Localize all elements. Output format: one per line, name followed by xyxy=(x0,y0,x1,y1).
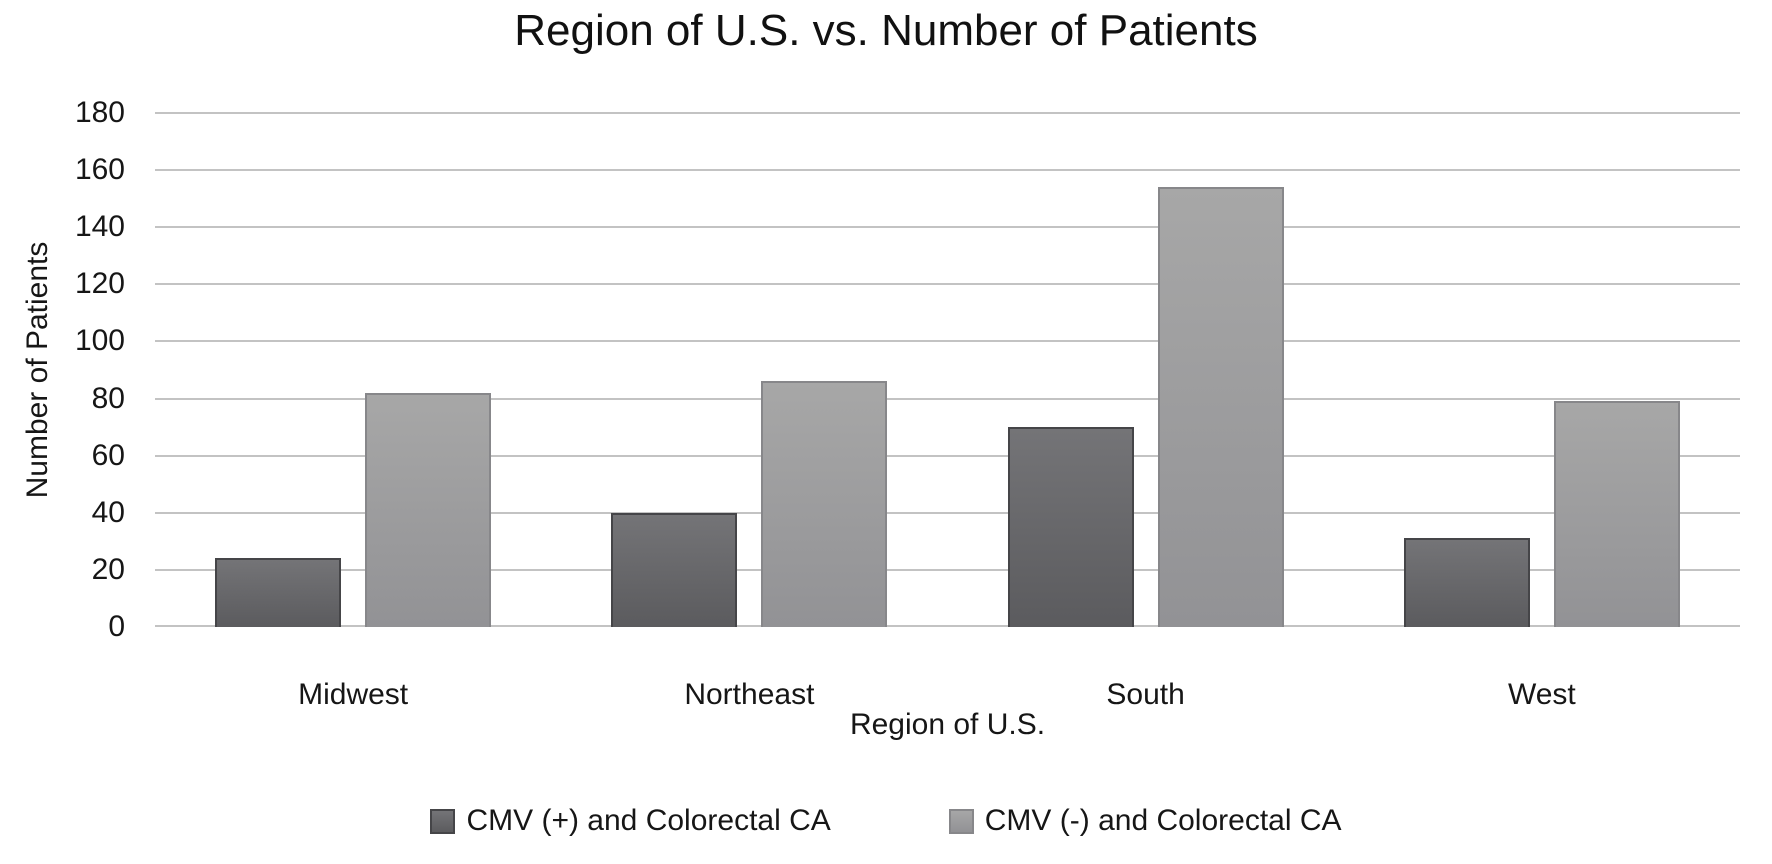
bar-cmv-positive-south xyxy=(1007,427,1134,627)
y-tick-label-80: 80 xyxy=(91,381,125,415)
bar-cmv-positive-west xyxy=(1403,538,1530,627)
legend-label-cmv-negative: CMV (-) and Colorectal CA xyxy=(984,804,1342,837)
y-tick-label-0: 0 xyxy=(108,610,125,643)
x-category-label-south: South xyxy=(1106,678,1185,711)
y-tick-label-180: 180 xyxy=(74,96,125,129)
bar-cmv-negative-midwest xyxy=(365,392,492,627)
legend-label-cmv-positive: CMV (+) and Colorectal CA xyxy=(466,804,831,837)
plot-area xyxy=(155,112,1740,627)
bar-cmv-positive-midwest xyxy=(215,558,342,627)
legend-swatch-cmv-negative xyxy=(948,808,974,834)
gridline-40 xyxy=(155,511,1740,514)
bar-cmv-negative-northeast xyxy=(761,381,888,627)
y-tick-label-20: 20 xyxy=(91,552,125,586)
y-tick-label-40: 40 xyxy=(91,495,125,529)
legend: CMV (+) and Colorectal CA CMV (-) and Col… xyxy=(0,804,1772,838)
y-tick-label-140: 140 xyxy=(74,210,125,244)
y-tick-label-160: 160 xyxy=(74,153,125,187)
gridline-0 xyxy=(155,625,1740,627)
gridline-80 xyxy=(155,397,1740,400)
x-category-label-northeast: Northeast xyxy=(684,678,815,711)
bar-cmv-negative-south xyxy=(1157,187,1284,627)
legend-item-cmv-negative: CMV (-) and Colorectal CA xyxy=(948,804,1342,838)
chart-title: Region of U.S. vs. Number of Patients xyxy=(514,6,1258,55)
bar-cmv-positive-northeast xyxy=(611,512,738,627)
x-axis-title: Region of U.S. xyxy=(849,708,1046,741)
gridline-100 xyxy=(155,340,1740,343)
gridline-160 xyxy=(155,169,1740,172)
gridline-140 xyxy=(155,226,1740,229)
x-category-label-midwest: Midwest xyxy=(298,678,409,711)
legend-item-cmv-positive: CMV (+) and Colorectal CA xyxy=(430,804,831,838)
gridline-20 xyxy=(155,568,1740,571)
y-tick-label-60: 60 xyxy=(91,438,125,472)
gridline-60 xyxy=(155,454,1740,457)
legend-swatch-cmv-positive xyxy=(430,808,456,834)
gridline-120 xyxy=(155,283,1740,286)
gridline-180 xyxy=(155,112,1740,114)
x-category-label-west: West xyxy=(1507,678,1576,711)
bar-cmv-negative-west xyxy=(1553,401,1680,627)
y-tick-label-100: 100 xyxy=(74,324,125,358)
y-tick-label-120: 120 xyxy=(74,267,125,301)
